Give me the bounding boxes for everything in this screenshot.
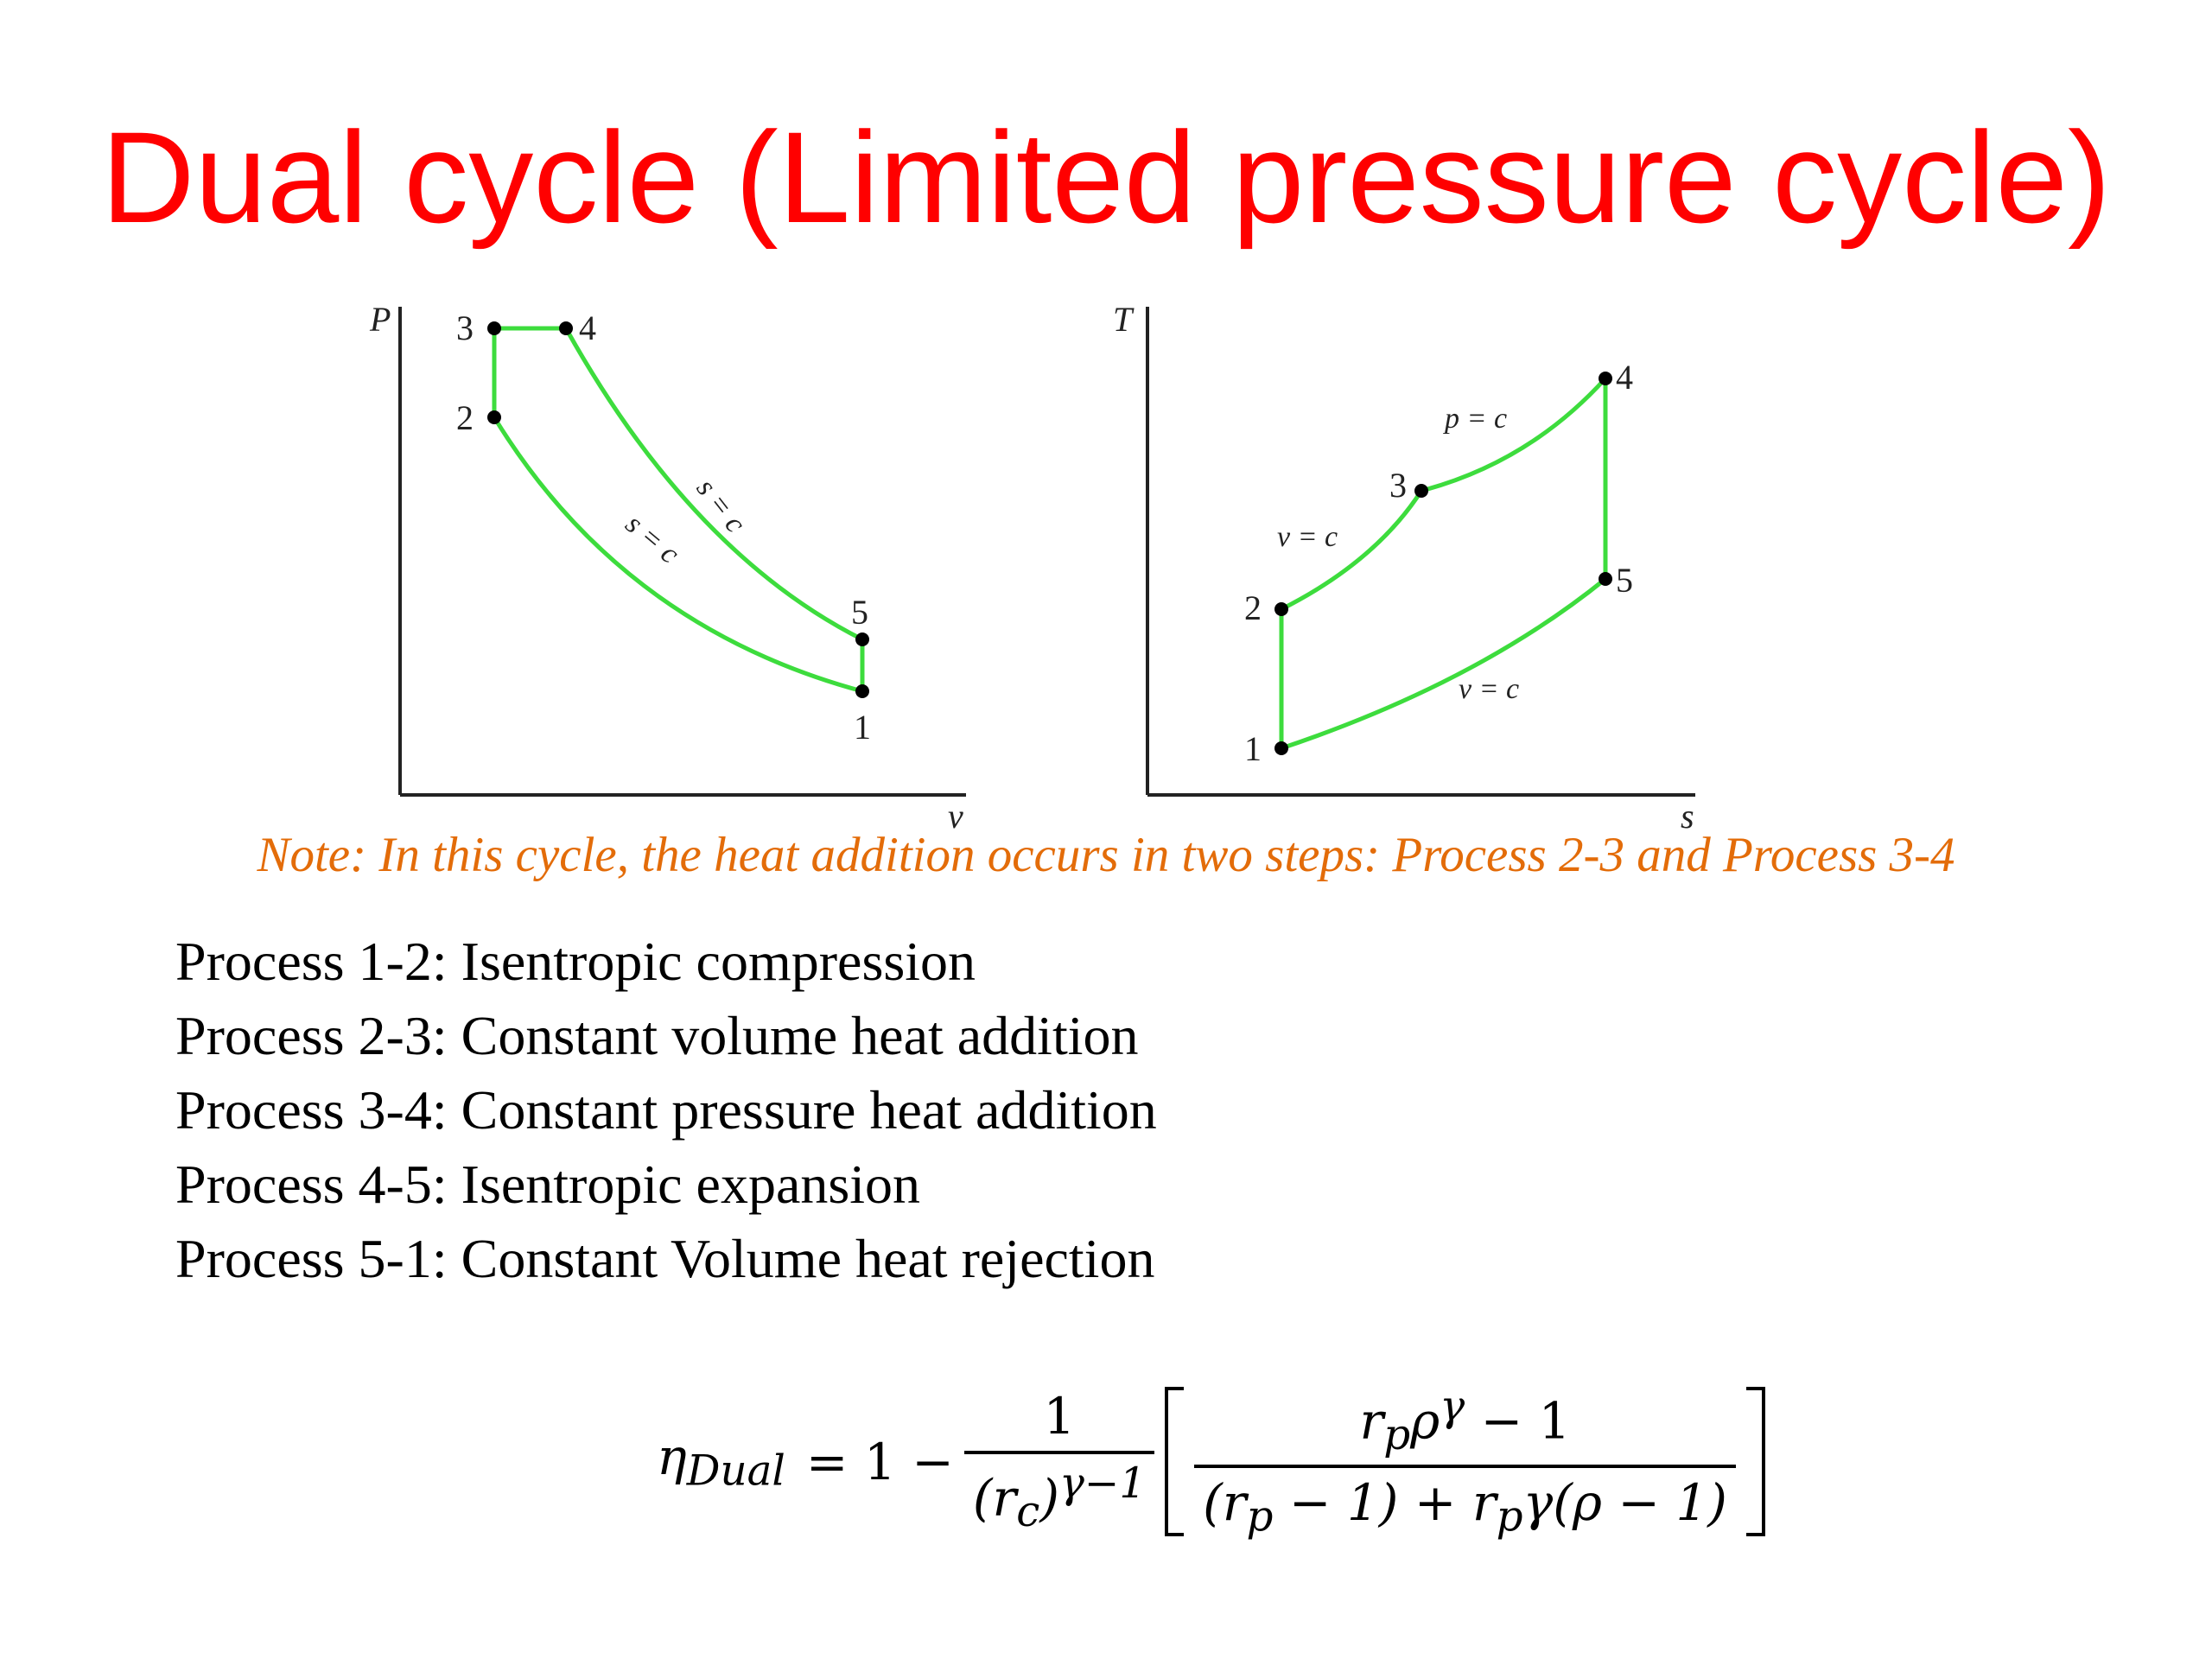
ts-label-3: 3 xyxy=(1389,466,1407,505)
process-item: Process 1-2: Isentropic compression xyxy=(175,931,976,992)
formula-frac1-den-base: (r xyxy=(972,1468,1017,1528)
heat-addition-note: Note: In this cycle, the heat addition o… xyxy=(257,828,1955,882)
formula-frac1-den-exp: γ−1 xyxy=(1058,1459,1147,1509)
ts-process-2-3 xyxy=(1280,489,1424,612)
process-item: Process 3-4: Constant pressure heat addi… xyxy=(175,1079,1157,1141)
formula-right-bracket xyxy=(1745,1387,1765,1537)
ts-process-5-1 xyxy=(1281,577,1607,751)
formula-frac2-denominator: (rp − 1) + rpγ(ρ − 1) xyxy=(1194,1464,1736,1541)
pv-label-1: 1 xyxy=(854,708,871,747)
pv-curve-label-expansion: s = c xyxy=(690,473,752,539)
formula-frac2-den-b: − 1) + r xyxy=(1273,1472,1497,1532)
ts-curve-label-3-4: p = c xyxy=(1443,403,1507,435)
pv-label-5: 5 xyxy=(851,593,868,632)
formula-frac2-num-rho: ρ xyxy=(1410,1391,1440,1451)
pv-point-3 xyxy=(487,321,501,335)
pv-x-axis-label: v xyxy=(948,797,963,836)
pv-curve-label-compression: s = c xyxy=(620,508,685,570)
ts-label-4: 4 xyxy=(1616,358,1633,397)
ts-curve-label-5-1: v = c xyxy=(1459,673,1519,705)
formula-frac2-num-sub: p xyxy=(1383,1410,1411,1459)
formula-frac2-numerator: rpργ − 1 xyxy=(1351,1382,1580,1465)
process-item: Process 4-5: Isentropic expansion xyxy=(175,1154,921,1215)
formula-eta: η xyxy=(657,1427,687,1487)
ts-y-axis-label: T xyxy=(1113,300,1135,339)
formula-fraction-1: 1 (rc)γ−1 xyxy=(963,1387,1155,1537)
process-item: Process 2-3: Constant volume heat additi… xyxy=(175,1005,1139,1066)
formula-frac2-den-a: (r xyxy=(1203,1472,1247,1532)
formula-lhs: ηDual xyxy=(657,1427,785,1496)
formula-eta-subscript: Dual xyxy=(686,1447,785,1497)
formula-frac1-numerator: 1 xyxy=(1043,1387,1076,1446)
pv-points xyxy=(487,321,869,698)
ts-point-5 xyxy=(1599,572,1612,586)
formula-frac2-num-tail: − 1 xyxy=(1465,1391,1571,1451)
formula-frac2-den-c: γ(ρ − 1) xyxy=(1522,1472,1727,1532)
ts-label-5: 5 xyxy=(1616,561,1633,600)
ts-process-3-4 xyxy=(1421,377,1607,493)
formula-frac2-den-b-sub: p xyxy=(1496,1492,1523,1541)
ts-point-3 xyxy=(1414,484,1428,498)
process-item: Process 5-1: Constant Volume heat reject… xyxy=(175,1228,1155,1289)
formula-frac2-num-r: r xyxy=(1359,1391,1384,1451)
pv-process-1-2 xyxy=(492,416,863,694)
ts-label-1: 1 xyxy=(1244,729,1262,768)
formula-frac1-den-sub: c xyxy=(1016,1488,1040,1537)
pv-label-3: 3 xyxy=(456,308,474,347)
ts-cycle xyxy=(1279,377,1608,751)
pv-y-axis-label: P xyxy=(369,300,391,339)
process-list: Process 1-2: Isentropic compression Proc… xyxy=(175,925,1157,1296)
formula-frac1-denominator: (rc)γ−1 xyxy=(963,1451,1155,1537)
formula-frac2-den-a-sub: p xyxy=(1246,1492,1274,1541)
pv-diagram: P v 1 2 3 4 5 s = c s = c xyxy=(369,300,966,836)
pv-point-4 xyxy=(559,321,573,335)
formula-frac1-den-close: ) xyxy=(1039,1468,1059,1528)
formula-left-bracket xyxy=(1165,1387,1185,1537)
formula-equals: = 1 − xyxy=(805,1432,954,1491)
ts-points xyxy=(1274,372,1612,755)
ts-diagram: T s 1 2 3 4 5 v = c p = c v = c xyxy=(1113,300,1695,836)
pv-label-4: 4 xyxy=(579,308,596,347)
pv-cycle xyxy=(492,326,865,694)
formula-frac2-num-exp: γ xyxy=(1440,1382,1465,1431)
ts-x-axis-label: s xyxy=(1681,797,1694,836)
pv-point-1 xyxy=(855,684,869,698)
pv-process-4-5 xyxy=(563,327,864,642)
efficiency-formula: ηDual = 1 − 1 (rc)γ−1 rpργ − 1 (rp − 1) … xyxy=(657,1382,1765,1541)
ts-point-4 xyxy=(1599,372,1612,385)
ts-label-2: 2 xyxy=(1244,588,1262,627)
pv-point-2 xyxy=(487,410,501,424)
ts-curve-label-2-3: v = c xyxy=(1277,521,1338,553)
ts-point-1 xyxy=(1274,741,1288,755)
formula-fraction-2: rpργ − 1 (rp − 1) + rpγ(ρ − 1) xyxy=(1194,1382,1736,1541)
pv-label-2: 2 xyxy=(456,398,474,437)
pv-point-5 xyxy=(855,632,869,646)
slide-title: Dual cycle (Limited pressure cycle) xyxy=(101,105,2111,250)
cycle-diagrams: P v 1 2 3 4 5 s = c s = c T s xyxy=(369,300,1695,836)
ts-point-2 xyxy=(1274,602,1288,616)
